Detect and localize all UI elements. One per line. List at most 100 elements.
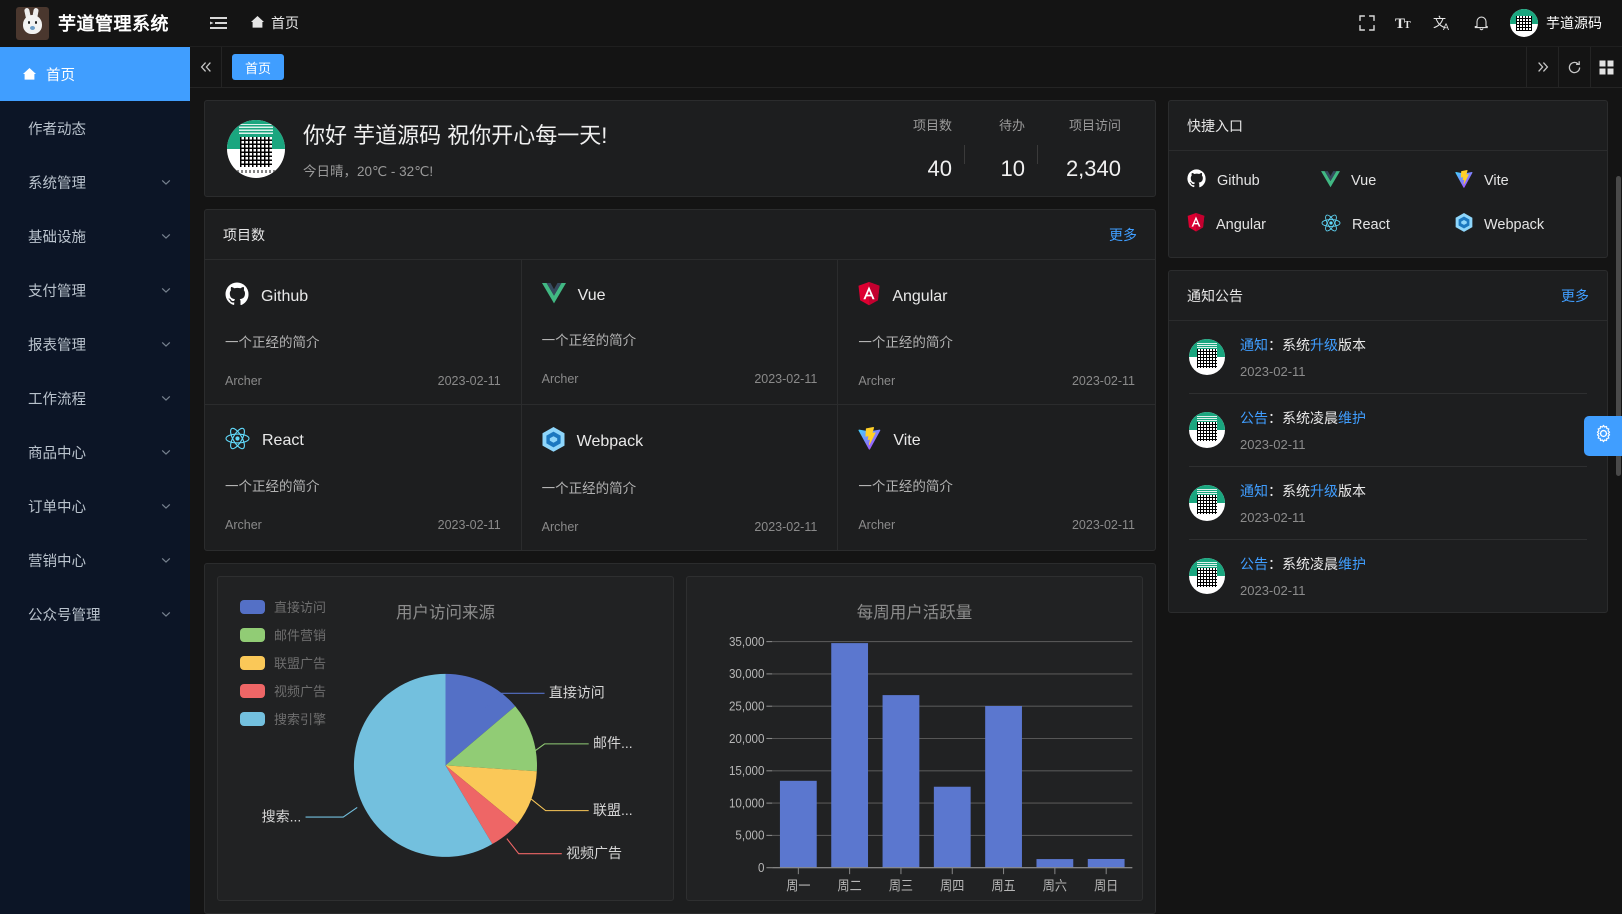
project-card-vue[interactable]: Vue 一个正经的简介 Archer 2023-02-11	[521, 260, 839, 405]
project-name: Github	[261, 287, 309, 305]
body-row: 首页 作者动态 系统管理 基础设施 支付管理	[0, 46, 1622, 914]
quick-item-react[interactable]: React	[1321, 213, 1455, 237]
pie-canvas: 直接访问 邮件... 联盟... 视频广告 搜索...	[218, 577, 673, 900]
sidebar-item-label: 报表管理	[28, 337, 86, 354]
notice-item[interactable]: 公告：系统凌晨维护 2023-02-11	[1189, 394, 1587, 467]
project-name: Vite	[893, 432, 921, 449]
notice-prefix: 公告	[1240, 410, 1268, 426]
github-icon	[225, 282, 249, 311]
svg-text:视频广告: 视频广告	[566, 845, 622, 861]
legend-item[interactable]: 邮件营销	[240, 625, 326, 644]
project-desc: 一个正经的简介	[225, 479, 320, 494]
project-card-angular[interactable]: Angular 一个正经的简介 Archer 2023-02-11	[838, 260, 1155, 405]
quick-entry-panel: 快捷入口 Github	[1168, 100, 1608, 258]
notice-item[interactable]: 公告：系统凌晨维护 2023-02-11	[1189, 540, 1587, 612]
header-right-tools: T T 文 A 芋道源码	[1348, 0, 1622, 47]
project-date: 2023-02-11	[437, 518, 501, 532]
translate-icon[interactable]: 文 A	[1424, 0, 1462, 47]
tab-home[interactable]: 首页	[232, 54, 285, 80]
stat-divider	[964, 145, 965, 164]
project-date: 2023-02-11	[437, 374, 501, 388]
sidebar-item-marketing-center[interactable]: 营销中心	[0, 533, 190, 587]
quick-item-webpack[interactable]: Webpack	[1455, 213, 1589, 237]
legend-item[interactable]: 视频广告	[240, 681, 326, 700]
project-footer: Archer 2023-02-11	[225, 374, 501, 388]
svg-text:直接访问: 直接访问	[549, 685, 605, 701]
quick-item-vue[interactable]: Vue	[1321, 169, 1455, 193]
project-card-vite[interactable]: Vite 一个正经的简介 Archer 2023-02-11	[838, 405, 1155, 550]
projects-panel: 项目数 更多 Github 一个正	[204, 209, 1156, 551]
grid-layout-icon[interactable]	[1590, 46, 1622, 88]
font-size-icon[interactable]: T T	[1386, 0, 1424, 47]
breadcrumb-home-label: 首页	[271, 15, 299, 31]
legend-swatch	[240, 627, 265, 642]
bell-icon[interactable]	[1462, 0, 1500, 47]
legend-item[interactable]: 搜索引擎	[240, 709, 326, 728]
notice-highlight: 升级	[1310, 483, 1338, 499]
sidebar-item-system-management[interactable]: 系统管理	[0, 155, 190, 209]
menu-collapse-icon[interactable]	[198, 0, 238, 47]
project-card-react[interactable]: React 一个正经的简介 Archer 2023-02-11	[205, 405, 522, 550]
sidebar-item-order-center[interactable]: 订单中心	[0, 479, 190, 533]
svg-text:周日: 周日	[1094, 878, 1118, 894]
pie-chart[interactable]: 直接访问 邮件营销 联盟广告	[217, 576, 674, 901]
sidebar-item-infrastructure[interactable]: 基础设施	[0, 209, 190, 263]
bar-chart[interactable]: 每周用户活跃量	[686, 576, 1143, 901]
panel-title: 通知公告	[1187, 287, 1243, 304]
legend-label: 直接访问	[274, 600, 327, 615]
project-footer: Archer 2023-02-11	[858, 374, 1135, 388]
project-card-github[interactable]: Github 一个正经的简介 Archer 2023-02-11	[205, 260, 522, 405]
panel-title: 快捷入口	[1187, 117, 1243, 134]
pie-legend: 直接访问 邮件营销 联盟广告	[240, 597, 326, 728]
user-menu[interactable]: 芋道源码	[1500, 0, 1608, 47]
bunny-logo	[16, 6, 49, 40]
sidebar-item-label: 系统管理	[28, 175, 86, 192]
settings-drawer-button[interactable]	[1584, 416, 1622, 456]
main-column: 首页	[190, 46, 1622, 914]
chevron-double-right-icon[interactable]	[1526, 46, 1558, 88]
notice-prefix: 公告	[1240, 556, 1268, 572]
sidebar-item-official-account-management[interactable]: 公众号管理	[0, 587, 190, 641]
svg-text:文: 文	[1433, 15, 1446, 30]
right-column: 快捷入口 Github	[1168, 100, 1608, 914]
chevron-down-icon	[160, 554, 172, 566]
qr-avatar	[1189, 339, 1225, 375]
webpack-icon	[542, 427, 565, 457]
sidebar-item-product-center[interactable]: 商品中心	[0, 425, 190, 479]
quick-item-github[interactable]: Github	[1187, 169, 1321, 193]
scrollbar-thumb[interactable]	[1616, 176, 1621, 476]
notice-item[interactable]: 通知：系统升级版本 2023-02-11	[1189, 321, 1587, 394]
project-name: React	[262, 432, 304, 449]
breadcrumb[interactable]: 首页	[238, 0, 311, 47]
notice-more-link[interactable]: 更多	[1561, 287, 1589, 304]
home-icon	[250, 15, 265, 32]
page-scrollbar[interactable]	[1615, 176, 1622, 914]
svg-text:A: A	[1443, 22, 1449, 32]
legend-item[interactable]: 联盟广告	[240, 653, 326, 672]
stat-divider	[1037, 145, 1038, 164]
notice-date: 2023-02-11	[1240, 583, 1306, 598]
quick-item-vite[interactable]: Vite	[1455, 169, 1589, 193]
sidebar-item-report-management[interactable]: 报表管理	[0, 317, 190, 371]
sidebar-item-author-news[interactable]: 作者动态	[0, 101, 190, 155]
projects-more-link[interactable]: 更多	[1109, 226, 1137, 243]
brand[interactable]: 芋道管理系统	[0, 0, 190, 47]
sidebar-item-payment-management[interactable]: 支付管理	[0, 263, 190, 317]
chevron-double-left-icon[interactable]	[190, 46, 222, 88]
svg-text:周二: 周二	[838, 878, 862, 894]
fullscreen-icon[interactable]	[1348, 0, 1386, 47]
project-author: Archer	[541, 520, 579, 534]
notice-title: 公告：系统凌晨维护	[1240, 408, 1587, 428]
notice-item[interactable]: 通知：系统升级版本 2023-02-11	[1189, 467, 1587, 540]
legend-item[interactable]: 直接访问	[240, 597, 326, 616]
sidebar-item-label: 基础设施	[28, 229, 86, 246]
welcome-weather: 今日晴，20℃ - 32℃!	[303, 163, 434, 179]
project-desc: 一个正经的简介	[858, 335, 953, 350]
sidebar-item-home[interactable]: 首页	[0, 47, 190, 101]
notice-suffix: 版本	[1338, 337, 1366, 353]
project-footer: Archer 2023-02-11	[542, 372, 818, 386]
project-card-webpack[interactable]: Webpack 一个正经的简介 Archer 2023-02-11	[522, 405, 839, 550]
sidebar-item-workflow[interactable]: 工作流程	[0, 371, 190, 425]
quick-item-angular[interactable]: Angular	[1187, 213, 1321, 237]
refresh-icon[interactable]	[1558, 46, 1590, 88]
